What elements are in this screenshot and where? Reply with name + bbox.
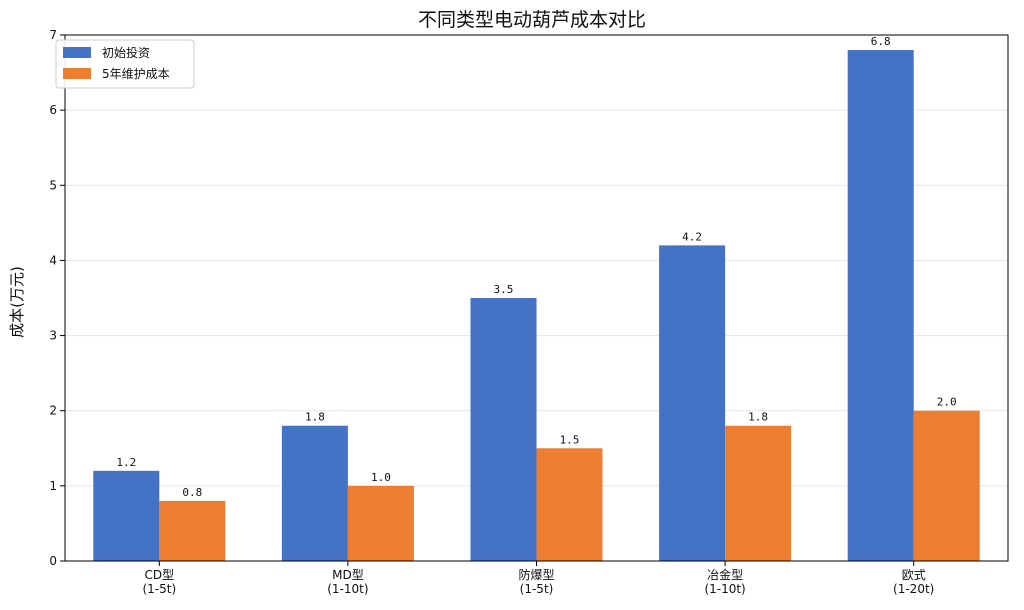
y-tick-label: 1 xyxy=(49,479,57,493)
bar xyxy=(470,298,537,561)
y-axis: 0 1 2 3 4 5 6 7 xyxy=(49,28,65,568)
y-tick-label: 3 xyxy=(49,329,57,343)
bar-value-label: 4.2 xyxy=(682,230,702,243)
bar-value-label: 1.8 xyxy=(748,411,768,424)
bar-value-label: 1.8 xyxy=(305,411,325,424)
bar-value-label: 0.8 xyxy=(182,486,202,499)
bar-value-label: 3.5 xyxy=(494,283,514,296)
legend-entry: 初始投资 xyxy=(102,45,150,60)
y-tick-label: 4 xyxy=(49,253,57,267)
x-tick-label: 冶金型(1-10t) xyxy=(704,567,745,596)
bar xyxy=(281,425,348,561)
bar xyxy=(93,470,160,561)
bars xyxy=(93,50,980,562)
bar xyxy=(159,500,226,561)
y-tick-label: 5 xyxy=(49,178,57,192)
x-tick-label: MD型(1-10t) xyxy=(327,568,368,596)
bar-value-labels: 1.2 0.8 1.8 1.0 3.5 1.5 4.2 1.8 6.8 2.0 xyxy=(116,35,956,499)
legend: 初始投资 5年维护成本 xyxy=(55,39,195,89)
bar xyxy=(536,448,603,561)
legend-entry: 5年维护成本 xyxy=(102,67,170,81)
x-axis: CD型(1-5t) MD型(1-10t) 防爆型(1-5t) 冶金型(1-10t) 欧式… xyxy=(142,561,934,596)
x-tick-label: 防爆型(1-5t) xyxy=(518,567,554,596)
legend-swatch xyxy=(63,68,91,79)
bar xyxy=(659,245,726,561)
y-tick-label: 0 xyxy=(49,554,57,568)
y-tick-label: 7 xyxy=(49,28,57,42)
x-tick-label: CD型(1-5t) xyxy=(142,568,176,596)
bar xyxy=(725,425,792,561)
bar-value-label: 2.0 xyxy=(937,396,957,409)
bar xyxy=(913,410,980,561)
bar-value-label: 1.2 xyxy=(116,456,136,469)
bar-value-label: 6.8 xyxy=(871,35,891,48)
bar-value-label: 1.5 xyxy=(560,433,580,446)
y-axis-label: 成本(万元) xyxy=(8,266,26,338)
bar-value-label: 1.0 xyxy=(371,471,391,484)
y-tick-label: 6 xyxy=(49,103,57,117)
bar xyxy=(347,485,414,561)
y-tick-label: 2 xyxy=(49,404,57,418)
legend-swatch xyxy=(63,47,91,58)
bar xyxy=(847,50,914,562)
chart-title: 不同类型电动葫芦成本对比 xyxy=(418,9,646,31)
x-tick-label: 欧式(1-20t) xyxy=(893,568,934,596)
